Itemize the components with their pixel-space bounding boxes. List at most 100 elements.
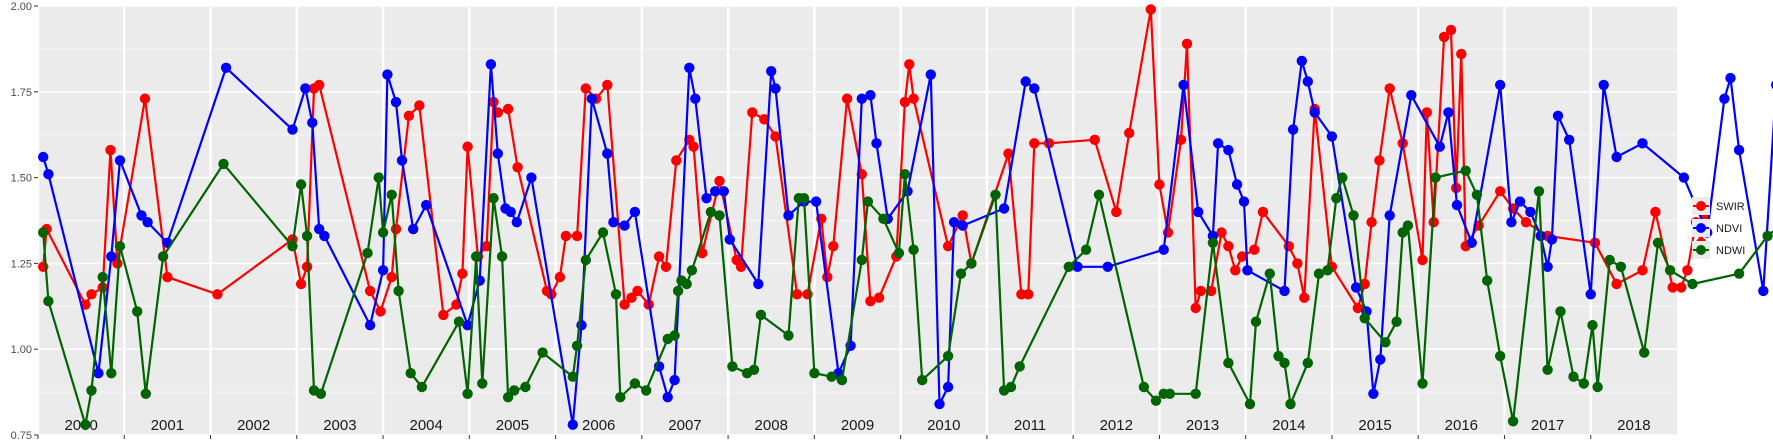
data-point-ndvi xyxy=(1279,285,1290,297)
data-point-swir xyxy=(1003,148,1014,159)
data-point-ndwi xyxy=(218,158,229,170)
legend-key-marker xyxy=(1696,201,1706,211)
data-point-ndvi xyxy=(1020,76,1031,87)
data-point-ndwi xyxy=(955,268,967,279)
data-point-ndwi xyxy=(580,254,591,266)
data-point-ndvi xyxy=(1733,144,1745,156)
data-point-ndvi xyxy=(1514,196,1526,207)
data-point-ndvi xyxy=(1546,234,1558,245)
data-point-swir xyxy=(1181,38,1193,49)
data-point-swir xyxy=(908,93,919,104)
data-point-swir xyxy=(105,144,116,156)
data-point-swir xyxy=(86,289,97,300)
y-tick-label: 1.50 xyxy=(11,173,32,185)
data-point-ndvi xyxy=(1611,151,1622,163)
data-point-ndwi xyxy=(1533,186,1545,197)
data-point-ndvi xyxy=(1309,107,1320,118)
data-point-ndwi xyxy=(942,350,954,362)
data-point-ndvi xyxy=(690,93,701,104)
data-point-ndvi xyxy=(1598,79,1609,91)
data-point-ndvi xyxy=(1302,76,1314,87)
legend-item-ndvi: NDVI xyxy=(1692,219,1742,237)
data-point-ndvi xyxy=(1406,90,1417,101)
data-point-swir xyxy=(735,261,747,272)
y-tick-label: 1.00 xyxy=(11,344,32,356)
data-point-swir xyxy=(1029,138,1040,149)
data-point-ndwi xyxy=(836,374,848,386)
data-point-ndvi xyxy=(377,265,389,276)
year-label: 2015 xyxy=(1358,417,1391,434)
data-point-ndwi xyxy=(453,316,465,327)
year-label: 2003 xyxy=(323,417,356,434)
data-point-ndvi xyxy=(136,210,147,221)
data-point-ndwi xyxy=(488,193,499,204)
data-point-ndwi xyxy=(1380,337,1391,348)
data-point-ndwi xyxy=(393,285,404,297)
data-point-swir xyxy=(747,107,758,118)
data-point-ndvi xyxy=(462,320,473,331)
y-tick-label: 2.00 xyxy=(11,1,32,13)
data-point-ndwi xyxy=(386,189,397,200)
data-point-ndwi xyxy=(567,371,578,382)
data-point-swir xyxy=(904,59,915,70)
data-point-ndvi xyxy=(669,374,680,386)
data-point-ndwi xyxy=(477,378,488,389)
data-point-swir xyxy=(1292,258,1303,269)
data-point-ndwi xyxy=(114,241,126,252)
data-point-ndvi xyxy=(1072,261,1083,272)
data-point-ndwi xyxy=(917,374,928,386)
data-point-ndvi xyxy=(43,169,54,180)
data-point-swir xyxy=(1611,278,1622,290)
legend-key-marker xyxy=(1696,245,1706,255)
data-point-ndwi xyxy=(1495,350,1506,362)
data-point-ndwi xyxy=(1430,172,1441,183)
data-point-swir xyxy=(1249,244,1260,255)
data-point-swir xyxy=(1124,127,1135,139)
data-point-swir xyxy=(1283,241,1295,252)
data-point-ndwi xyxy=(1348,210,1359,221)
data-point-ndwi xyxy=(966,258,977,269)
data-point-ndwi xyxy=(641,385,652,396)
data-point-ndvi xyxy=(925,69,936,80)
legend-label: NDWI xyxy=(1716,245,1745,257)
data-point-ndwi xyxy=(405,368,416,379)
legend-key-marker xyxy=(1696,223,1706,233)
data-point-swir xyxy=(580,83,591,94)
data-point-ndwi xyxy=(362,247,373,259)
data-point-swir xyxy=(653,251,665,262)
data-point-swir xyxy=(438,309,449,321)
data-point-ndwi xyxy=(899,169,911,180)
data-point-ndvi xyxy=(701,193,712,204)
data-point-ndwi xyxy=(1652,237,1664,248)
data-point-ndwi xyxy=(629,378,641,389)
data-point-swir xyxy=(1637,265,1648,276)
data-point-ndvi xyxy=(1231,179,1243,190)
data-point-swir xyxy=(1230,265,1241,276)
data-point-ndwi xyxy=(748,364,760,375)
data-point-swir xyxy=(865,296,876,307)
data-point-swir xyxy=(1520,217,1532,228)
data-point-swir xyxy=(1421,107,1433,118)
data-point-ndvi xyxy=(724,234,735,245)
data-point-swir xyxy=(697,247,708,259)
data-point-ndwi xyxy=(1391,316,1402,327)
data-point-ndwi xyxy=(1279,357,1290,369)
year-label: 2007 xyxy=(668,417,701,434)
data-point-ndwi xyxy=(496,251,508,262)
data-point-swir xyxy=(462,141,473,152)
data-point-ndwi xyxy=(1555,306,1566,317)
data-point-ndvi xyxy=(1506,217,1517,228)
data-point-ndvi xyxy=(567,419,578,430)
data-point-ndvi xyxy=(114,155,126,166)
year-label: 2002 xyxy=(237,417,270,434)
data-point-swir xyxy=(1495,186,1506,197)
data-point-swir xyxy=(1195,285,1207,297)
data-point-swir xyxy=(1676,282,1687,293)
data-point-ndwi xyxy=(1359,313,1370,324)
data-point-swir xyxy=(1111,206,1122,218)
data-point-ndvi xyxy=(1326,131,1338,142)
data-point-swir xyxy=(1223,241,1234,252)
data-point-swir xyxy=(770,131,781,142)
data-point-ndvi xyxy=(492,148,503,159)
